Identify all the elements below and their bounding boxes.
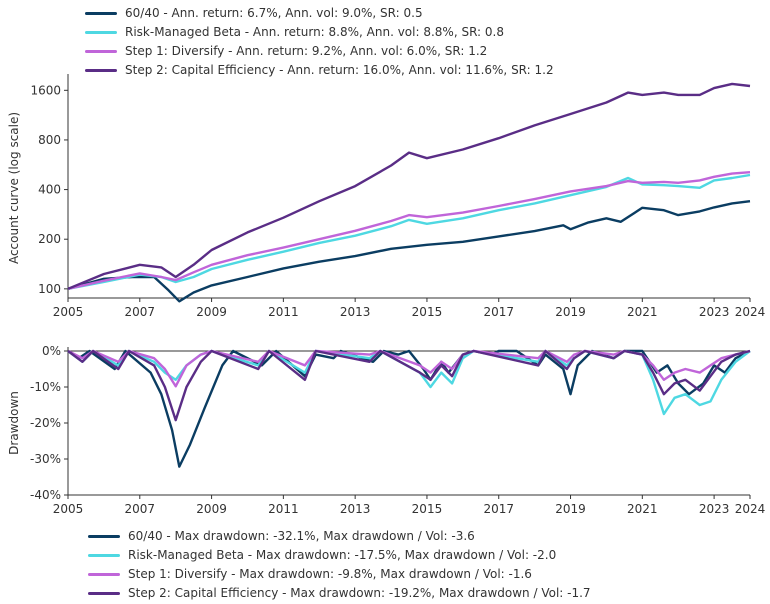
legend-entry: Step 1: Diversify - Max drawdown: -9.8%,… bbox=[88, 565, 591, 584]
legend-entry: 60/40 - Ann. return: 6.7%, Ann. vol: 9.0… bbox=[85, 4, 554, 23]
x-tick-label: 2023 bbox=[699, 502, 730, 516]
x-tick-label: 2007 bbox=[125, 502, 156, 516]
legend-label: Step 2: Capital Efficiency - Max drawdow… bbox=[128, 586, 591, 600]
legend-bottom: 60/40 - Max drawdown: -32.1%, Max drawdo… bbox=[88, 527, 591, 603]
x-tick-label: 2019 bbox=[555, 305, 586, 319]
x-tick-label: 2019 bbox=[555, 502, 586, 516]
legend-swatch bbox=[88, 554, 120, 557]
x-tick-label: 2011 bbox=[268, 502, 299, 516]
legend-swatch bbox=[88, 592, 120, 595]
y-tick-label: 0% bbox=[42, 344, 61, 358]
legend-entry: Risk-Managed Beta - Max drawdown: -17.5%… bbox=[88, 546, 591, 565]
x-tick-label: 2015 bbox=[412, 305, 443, 319]
x-tick-label: 2013 bbox=[340, 305, 371, 319]
x-tick-label: 2024 bbox=[735, 305, 766, 319]
x-tick-label: 2021 bbox=[627, 502, 658, 516]
account-curve-panel: 100 200 400 800 1600 2005 2007 2009 2011 2013 2015… bbox=[7, 74, 765, 319]
legend-label: Step 1: Diversify - Max drawdown: -9.8%,… bbox=[128, 567, 532, 581]
x-tick-label: 2011 bbox=[268, 305, 299, 319]
y-tick-label: -20% bbox=[30, 416, 61, 430]
x-tick-label: 2013 bbox=[340, 502, 371, 516]
y-tick-label: 200 bbox=[38, 232, 61, 246]
series-line-step2 bbox=[67, 82, 751, 290]
x-tick-label: 2009 bbox=[196, 502, 227, 516]
y-axis-label: Drawdown bbox=[7, 391, 21, 455]
x-tick-label: 2007 bbox=[125, 305, 156, 319]
legend-entry: Step 2: Capital Efficiency - Ann. return… bbox=[85, 61, 554, 80]
x-tick-label: 2021 bbox=[627, 305, 658, 319]
legend-entry: 60/40 - Max drawdown: -32.1%, Max drawdo… bbox=[88, 527, 591, 546]
series-line-step2 bbox=[67, 349, 751, 422]
y-tick-label: 1600 bbox=[30, 83, 61, 97]
legend-top: 60/40 - Ann. return: 6.7%, Ann. vol: 9.0… bbox=[85, 4, 554, 80]
legend-label: Step 2: Capital Efficiency - Ann. return… bbox=[125, 63, 554, 77]
legend-swatch bbox=[85, 69, 117, 72]
legend-label: 60/40 - Max drawdown: -32.1%, Max drawdo… bbox=[128, 529, 475, 543]
legend-swatch bbox=[88, 535, 120, 538]
legend-swatch bbox=[85, 12, 117, 15]
y-tick-label: 400 bbox=[38, 183, 61, 197]
legend-swatch bbox=[85, 31, 117, 34]
y-tick-label: -40% bbox=[30, 488, 61, 502]
x-tick-label: 2005 bbox=[53, 305, 84, 319]
series-line-step1 bbox=[67, 171, 751, 290]
x-tick-label: 2005 bbox=[53, 502, 84, 516]
legend-swatch bbox=[88, 573, 120, 576]
x-tick-label: 2015 bbox=[412, 502, 443, 516]
series-line-step1 bbox=[67, 349, 751, 388]
legend-label: Risk-Managed Beta - Max drawdown: -17.5%… bbox=[128, 548, 557, 562]
x-tick-label: 2017 bbox=[483, 305, 514, 319]
x-tick-label: 2024 bbox=[735, 502, 766, 516]
legend-entry: Step 1: Diversify - Ann. return: 9.2%, A… bbox=[85, 42, 554, 61]
x-tick-label: 2009 bbox=[196, 305, 227, 319]
x-tick-label: 2017 bbox=[483, 502, 514, 516]
legend-swatch bbox=[85, 50, 117, 53]
legend-label: Risk-Managed Beta - Ann. return: 8.8%, A… bbox=[125, 25, 504, 39]
drawdown-panel: 0% -10% -20% -30% -40%2005 2007 2009 2011 2013 20… bbox=[7, 344, 765, 516]
y-tick-label: -10% bbox=[30, 380, 61, 394]
y-tick-label: 100 bbox=[38, 282, 61, 296]
series-line-s6040 bbox=[67, 200, 751, 303]
y-tick-label: 800 bbox=[38, 133, 61, 147]
x-tick-label: 2023 bbox=[699, 305, 730, 319]
series-line-rmb bbox=[67, 173, 751, 290]
y-axis-label: Account curve (log scale) bbox=[7, 112, 21, 264]
y-tick-label: -30% bbox=[30, 452, 61, 466]
legend-entry: Step 2: Capital Efficiency - Max drawdow… bbox=[88, 584, 591, 603]
legend-entry: Risk-Managed Beta - Ann. return: 8.8%, A… bbox=[85, 23, 554, 42]
legend-label: 60/40 - Ann. return: 6.7%, Ann. vol: 9.0… bbox=[125, 6, 423, 20]
legend-label: Step 1: Diversify - Ann. return: 9.2%, A… bbox=[125, 44, 488, 58]
